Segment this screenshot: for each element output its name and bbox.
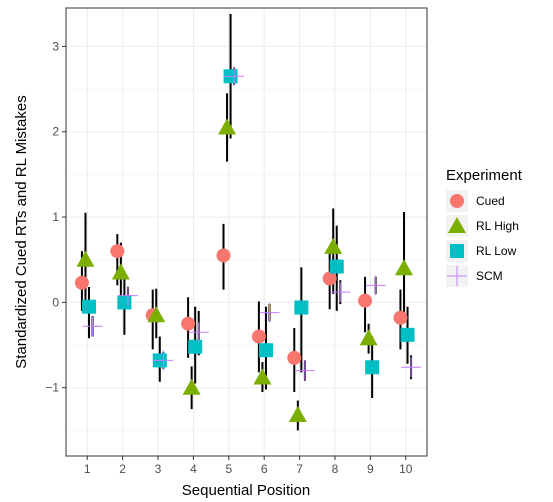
legend-marker-scm (447, 266, 467, 286)
point-scm (401, 357, 422, 378)
x-axis: 1 2 3 4 5 6 7 8 9 10 (84, 456, 413, 476)
point-rl-low (82, 299, 97, 314)
y-tick-label: 3 (52, 39, 59, 53)
point-scm (224, 66, 245, 87)
data-points (74, 66, 422, 423)
point-rl-low (258, 343, 273, 358)
point-cued (287, 350, 302, 365)
point-cued (251, 329, 266, 344)
x-tick-label: 2 (119, 462, 126, 476)
point-cued (181, 316, 196, 331)
legend-marker-cued (450, 194, 464, 208)
point-rl-high (76, 250, 95, 267)
point-scm (153, 350, 174, 371)
point-scm (365, 275, 386, 296)
point-rl-low (400, 327, 415, 342)
point-cued (216, 248, 231, 263)
point-rl-high (394, 259, 413, 276)
point-rl-low (188, 339, 203, 354)
y-axis: 3 2 1 0 −1 (45, 39, 66, 395)
legend-label-rl-high: RL High (476, 219, 519, 233)
legend-marker-rl-low (450, 244, 464, 258)
x-tick-label: 9 (367, 462, 374, 476)
point-rl-high (147, 306, 166, 323)
point-cued (74, 275, 89, 290)
point-scm (259, 302, 280, 323)
point-scm (294, 360, 315, 381)
point-rl-high (359, 329, 378, 346)
legend-label-rl-low: RL Low (476, 244, 517, 258)
x-tick-label: 5 (225, 462, 232, 476)
x-axis-title: Sequential Position (182, 482, 310, 499)
point-cued (358, 293, 373, 308)
point-cued (322, 271, 337, 286)
x-tick-label: 7 (296, 462, 303, 476)
point-scm (117, 285, 138, 306)
point-cued (110, 244, 125, 259)
x-tick-label: 4 (190, 462, 197, 476)
panel-border (65, 7, 428, 457)
point-rl-low (117, 295, 132, 310)
point-scm (330, 282, 351, 303)
point-rl-high (288, 406, 307, 423)
y-tick-label: −1 (45, 381, 59, 395)
point-rl-low (329, 259, 344, 274)
y-tick-label: 1 (52, 210, 59, 224)
point-cued (393, 310, 408, 325)
point-rl-high (111, 263, 130, 280)
point-rl-low (365, 360, 380, 375)
point-scm (82, 316, 103, 337)
point-rl-high (253, 368, 272, 385)
x-tick-label: 8 (332, 462, 339, 476)
legend: Experiment Cued RL High RL Low SCM (446, 167, 523, 287)
legend-title: Experiment (446, 167, 523, 184)
x-tick-label: 3 (155, 462, 162, 476)
point-scm (188, 322, 209, 343)
y-axis-title: Standardized Cued RTs and RL Mistakes (13, 95, 30, 368)
legend-label-cued: Cued (476, 194, 505, 208)
point-rl-high (324, 237, 343, 254)
x-tick-label: 1 (84, 462, 91, 476)
point-rl-high (218, 118, 237, 135)
panel-background (66, 8, 427, 456)
y-tick-label: 0 (52, 295, 59, 309)
point-rl-high (182, 378, 201, 395)
legend-label-scm: SCM (476, 269, 503, 283)
point-rl-low (294, 300, 309, 315)
y-tick-label: 2 (52, 125, 59, 139)
legend-marker-rl-high (448, 217, 466, 233)
x-tick-label: 10 (399, 462, 413, 476)
x-tick-label: 6 (261, 462, 268, 476)
